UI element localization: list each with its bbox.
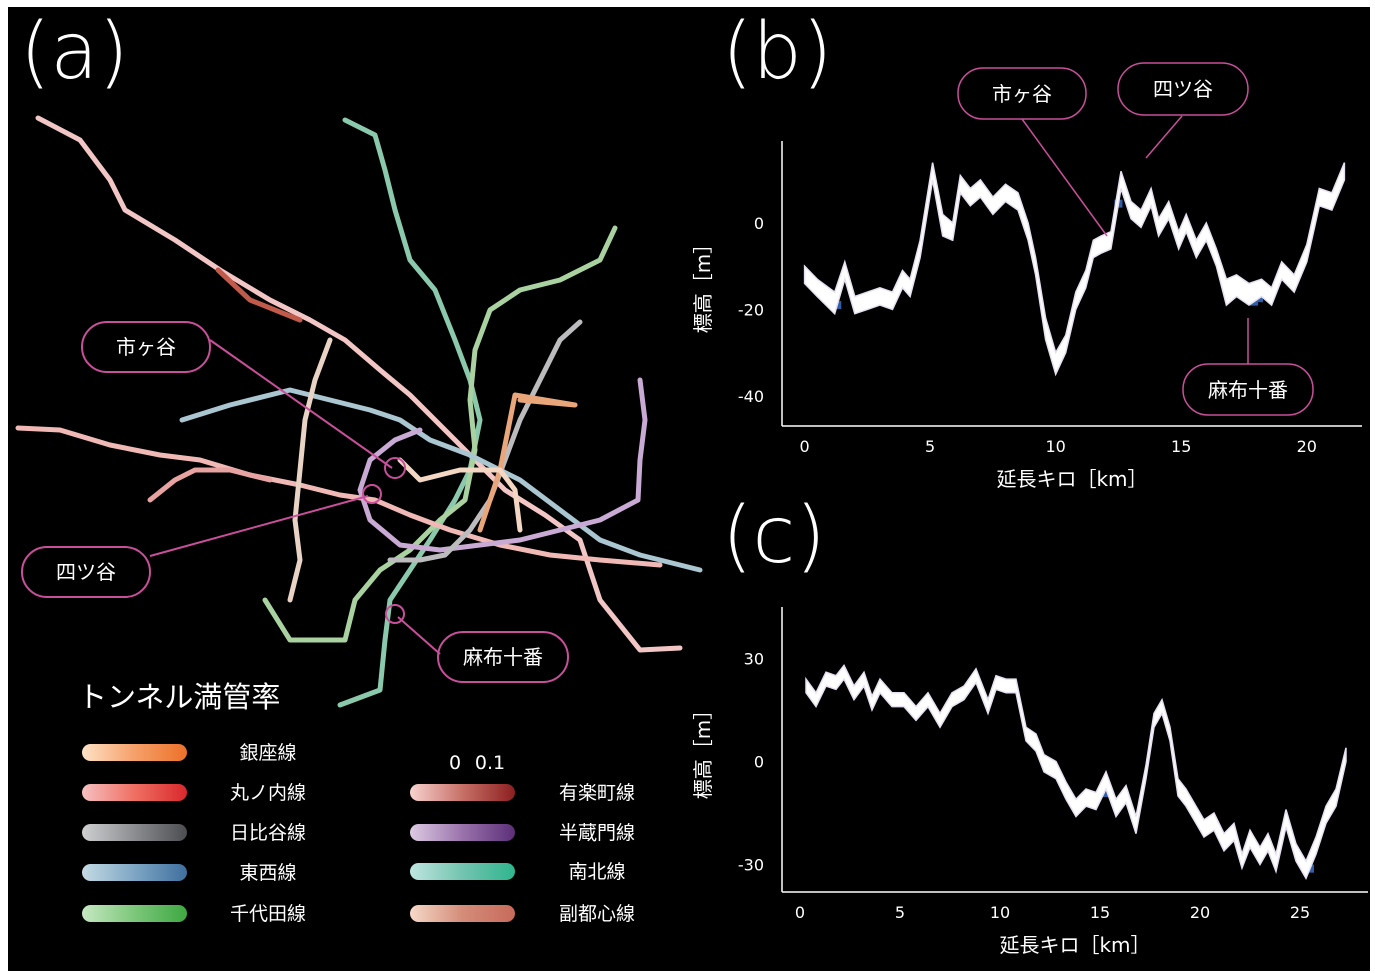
y-axis-title: 標高［m］ [691,234,715,333]
route-line [337,117,483,708]
x-axis-title: 延長キロ［km］ [999,933,1150,957]
callout-box-ichigaya [957,67,1087,120]
callout-box-ichigaya [81,321,211,373]
callout-label-yotsuya: 四ツ谷 [1153,77,1213,101]
station-marker-ichigaya [384,457,406,479]
callout-leader [397,616,441,655]
x-tick-label: 10 [1046,437,1066,456]
figure-frame [8,7,1370,971]
route-line [477,392,578,533]
x-tick-label: 0 [800,437,810,456]
legend-swatch-日比谷線 [82,824,187,841]
legend-swatch-半蔵門線 [410,824,515,841]
y-tick-label: -30 [738,856,764,875]
legend-swatch-千代田線 [82,905,187,922]
x-tick-label: 25 [1290,903,1310,922]
legend-swatch-有楽町線 [410,784,515,801]
legend-label: 東西線 [239,862,296,884]
route-line [357,377,648,553]
y-axis-title: 標高［m］ [691,700,715,799]
legend-title: トンネル満管率 [78,680,280,714]
route-line [179,387,703,573]
map-callouts [21,321,569,683]
legend-label: 銀座線 [239,742,296,764]
callout-label-azabujuban: 麻布十番 [1208,378,1288,402]
callout-label-ichigaya: 市ヶ谷 [116,335,176,359]
legend-swatch-南北線 [410,863,515,880]
route-line [35,115,683,653]
callout-leader [209,339,393,469]
panel-label-b: (b) [722,7,832,97]
x-tick-label: 0 [795,903,805,922]
route-line [387,319,583,563]
legend-label: 半蔵門線 [559,822,635,844]
callout-label-ichigaya: 市ヶ谷 [992,82,1052,106]
legend-swatch-銀座線 [82,744,187,761]
legend-swatch-東西線 [82,864,187,881]
route-line [215,267,303,323]
callout-box-yotsuya [1117,62,1249,116]
route-line [147,467,273,503]
y-tick-label: -40 [738,387,764,406]
legend-label: 日比谷線 [230,822,306,844]
panel-label-c: (c) [722,491,826,581]
route-line [287,337,333,603]
y-tick-label: 0 [754,214,764,233]
x-axis-title: 延長キロ［km］ [996,467,1147,491]
elevation-chart-b: 0 5 10 15 20 0 -20 -40 延長キロ［km］ 標高［m］ [691,141,1362,491]
legend-scale-max: 0.1 [475,752,505,774]
y-tick-label: 0 [754,753,764,772]
panel-label-a: (a) [20,7,129,97]
callout-box-azabujuban [437,631,569,683]
route-line [262,225,618,643]
route-line [397,457,523,533]
x-tick-label: 15 [1171,437,1191,456]
station-marker-azabujuban [385,604,405,624]
legend-swatch-丸ノ内線 [82,784,187,801]
y-tick-label: -20 [738,300,764,319]
elevation-band [803,162,1346,377]
legend-label: 南北線 [568,861,625,883]
callout-box-yotsuya [21,546,151,598]
legend-scale-min: 0 [449,752,461,774]
subway-network-map [15,115,703,708]
legend-label: 丸ノ内線 [230,782,306,804]
legend-label: 有楽町線 [559,782,635,804]
station-marker-yotsuya [362,484,382,504]
legend-label: 副都心線 [559,903,635,925]
x-tick-label: 20 [1190,903,1210,922]
y-tick-label: 30 [744,650,764,669]
x-tick-label: 20 [1297,437,1317,456]
callout-label-yotsuya: 四ツ谷 [56,560,116,584]
route-line [15,425,663,568]
elevation-band [805,663,1347,880]
legend-label: 千代田線 [230,903,306,925]
x-tick-label: 5 [895,903,905,922]
callout-leader [149,495,369,557]
x-tick-label: 5 [925,437,935,456]
callout-label-azabujuban: 麻布十番 [463,645,543,669]
x-tick-label: 10 [990,903,1010,922]
callout-leader [1021,118,1108,237]
chart-b-callouts [957,62,1314,416]
callout-box-azabujuban [1182,363,1314,416]
callout-leader [1145,115,1183,159]
legend-swatch-副都心線 [410,905,515,922]
elevation-chart-c: 0 5 10 15 20 25 30 0 -30 延長キロ［km］ 標高［m］ [691,607,1368,957]
x-tick-label: 15 [1090,903,1110,922]
